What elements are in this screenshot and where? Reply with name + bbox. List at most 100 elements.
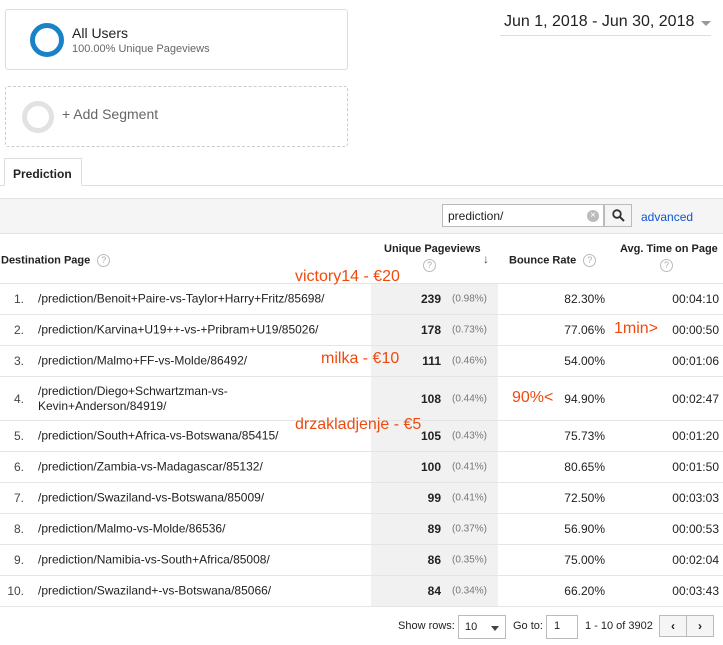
table-row: 6. /prediction/Zambia-vs-Madagascar/8513… bbox=[0, 451, 723, 482]
pageviews-value: 99 bbox=[427, 491, 441, 505]
pageviews-value: 105 bbox=[420, 429, 441, 443]
clear-filter-icon[interactable]: × bbox=[587, 210, 599, 222]
bounce-rate-value: 82.30% bbox=[564, 292, 605, 306]
header-destination-page[interactable]: Destination Page ? bbox=[1, 254, 111, 267]
help-icon[interactable]: ? bbox=[97, 254, 111, 267]
pageviews-percent: (0.46%) bbox=[452, 355, 488, 367]
avg-time-value: 00:00:53 bbox=[672, 522, 719, 536]
page-link[interactable]: /prediction/Karvina+U19++-vs-+Pribram+U1… bbox=[38, 322, 319, 337]
help-icon[interactable]: ? bbox=[583, 254, 597, 267]
row-index: 10. bbox=[7, 584, 24, 598]
page-link[interactable]: /prediction/Swaziland+-vs-Botswana/85066… bbox=[38, 583, 272, 598]
pageviews-value: 89 bbox=[427, 522, 441, 536]
avg-time-value: 00:02:47 bbox=[672, 391, 719, 406]
table-bottom-border bbox=[0, 606, 723, 607]
segment-ring-icon bbox=[30, 23, 64, 57]
goto-label: Go to: bbox=[513, 620, 543, 632]
pageviews-column-shade bbox=[371, 283, 498, 606]
page-link[interactable]: /prediction/South+Africa-vs-Botswana/854… bbox=[38, 428, 279, 443]
header-bounce-rate-label: Bounce Rate bbox=[509, 254, 577, 267]
row-index: 4. bbox=[13, 391, 24, 406]
page-link[interactable]: /prediction/Malmo-vs-Molde/86536/ bbox=[38, 521, 226, 536]
row-index: 1. bbox=[13, 292, 24, 306]
avg-time-value: 00:04:10 bbox=[672, 292, 719, 306]
pageviews-percent: (0.41%) bbox=[452, 461, 488, 473]
avg-time-value: 00:01:06 bbox=[672, 354, 719, 368]
segment-title: All Users bbox=[72, 25, 129, 41]
annotation-drzakladjenje: drzakladjenje - €5 bbox=[295, 416, 422, 433]
table-row: 3. /prediction/Malmo+FF-vs-Molde/86492/ … bbox=[0, 345, 723, 376]
search-button[interactable] bbox=[604, 204, 632, 227]
filter-input[interactable] bbox=[442, 204, 604, 227]
page-link[interactable]: /prediction/Diego+Schwartzman-vs-Kevin+A… bbox=[38, 383, 228, 413]
pageviews-percent: (0.43%) bbox=[452, 430, 488, 442]
search-icon bbox=[612, 209, 625, 222]
add-segment-label: + Add Segment bbox=[62, 106, 159, 122]
pageviews-percent: (0.73%) bbox=[452, 324, 488, 336]
page-link[interactable]: /prediction/Swaziland-vs-Botswana/85009/ bbox=[38, 490, 265, 505]
show-rows-value: 10 bbox=[465, 621, 478, 633]
pageviews-percent: (0.44%) bbox=[452, 393, 488, 404]
dropdown-arrow-icon bbox=[701, 21, 711, 26]
show-rows-label: Show rows: bbox=[398, 620, 455, 632]
row-index: 9. bbox=[13, 553, 24, 567]
segment-all-users[interactable]: All Users 100.00% Unique Pageviews bbox=[5, 9, 348, 70]
avg-time-value: 00:00:50 bbox=[672, 323, 719, 337]
bounce-rate-value: 75.73% bbox=[564, 429, 605, 443]
tab-prediction[interactable]: Prediction bbox=[4, 158, 82, 186]
bounce-rate-value: 80.65% bbox=[564, 460, 605, 474]
advanced-filter-link[interactable]: advanced bbox=[641, 210, 694, 224]
pageviews-value: 178 bbox=[420, 323, 441, 337]
page-link[interactable]: /prediction/Zambia-vs-Madagascar/85132/ bbox=[38, 459, 263, 474]
segment-subtitle: 100.00% Unique Pageviews bbox=[72, 43, 210, 55]
show-rows-select[interactable]: 10 bbox=[458, 615, 506, 639]
help-icon[interactable]: ? bbox=[423, 259, 436, 272]
bounce-rate-value: 94.90% bbox=[564, 391, 605, 406]
row-index: 7. bbox=[13, 491, 24, 505]
help-icon[interactable]: ? bbox=[660, 259, 673, 272]
table-row: 9. /prediction/Namibia-vs-South+Africa/8… bbox=[0, 544, 723, 575]
header-bounce-rate[interactable]: Bounce Rate ? bbox=[509, 254, 597, 267]
avg-time-value: 00:03:03 bbox=[672, 491, 719, 505]
bounce-rate-value: 66.20% bbox=[564, 584, 605, 598]
header-unique-pageviews[interactable]: Unique Pageviews bbox=[384, 243, 481, 255]
next-page-button[interactable]: › bbox=[686, 615, 714, 637]
pageviews-value: 111 bbox=[422, 354, 441, 368]
pageviews-value: 86 bbox=[427, 553, 441, 567]
prev-page-button[interactable]: ‹ bbox=[659, 615, 687, 637]
page-link[interactable]: /prediction/Benoit+Paire-vs-Taylor+Harry… bbox=[38, 291, 325, 306]
pageviews-percent: (0.34%) bbox=[452, 585, 488, 597]
pageviews-percent: (0.35%) bbox=[452, 554, 488, 566]
row-index: 5. bbox=[13, 429, 24, 443]
add-segment-button[interactable]: + Add Segment bbox=[5, 86, 348, 147]
row-index: 6. bbox=[13, 460, 24, 474]
page-range-text: 1 - 10 of 3902 bbox=[585, 620, 653, 632]
dropdown-arrow-icon bbox=[491, 626, 499, 631]
pageviews-value: 108 bbox=[420, 391, 441, 406]
annotation-milka: milka - €10 bbox=[321, 350, 400, 367]
pageviews-percent: (0.98%) bbox=[452, 293, 488, 305]
bounce-rate-value: 72.50% bbox=[564, 491, 605, 505]
avg-time-value: 00:01:20 bbox=[672, 429, 719, 443]
row-index: 3. bbox=[13, 354, 24, 368]
annotation-1min: 1min> bbox=[614, 320, 659, 337]
row-index: 8. bbox=[13, 522, 24, 536]
header-avg-time[interactable]: Avg. Time on Page bbox=[620, 243, 718, 255]
tab-divider bbox=[0, 185, 723, 186]
annotation-90pct: 90%< bbox=[512, 389, 554, 406]
bounce-rate-value: 56.90% bbox=[564, 522, 605, 536]
pageviews-value: 84 bbox=[427, 584, 441, 598]
page-link[interactable]: /prediction/Namibia-vs-South+Africa/8500… bbox=[38, 552, 270, 567]
table-row: 1. /prediction/Benoit+Paire-vs-Taylor+Ha… bbox=[0, 283, 723, 314]
empty-segment-ring-icon bbox=[22, 101, 54, 133]
page-link[interactable]: /prediction/Malmo+FF-vs-Molde/86492/ bbox=[38, 353, 248, 368]
annotation-victory14: victory14 - €20 bbox=[295, 268, 400, 285]
sort-descending-icon[interactable]: ↓ bbox=[483, 252, 489, 266]
avg-time-value: 00:03:43 bbox=[672, 584, 719, 598]
data-table: 1. /prediction/Benoit+Paire-vs-Taylor+Ha… bbox=[0, 283, 723, 607]
goto-input[interactable]: 1 bbox=[546, 615, 578, 639]
bounce-rate-value: 54.00% bbox=[564, 354, 605, 368]
row-index: 2. bbox=[13, 323, 24, 337]
pageviews-percent: (0.41%) bbox=[452, 492, 488, 504]
date-range-picker[interactable]: Jun 1, 2018 - Jun 30, 2018 bbox=[500, 10, 711, 36]
